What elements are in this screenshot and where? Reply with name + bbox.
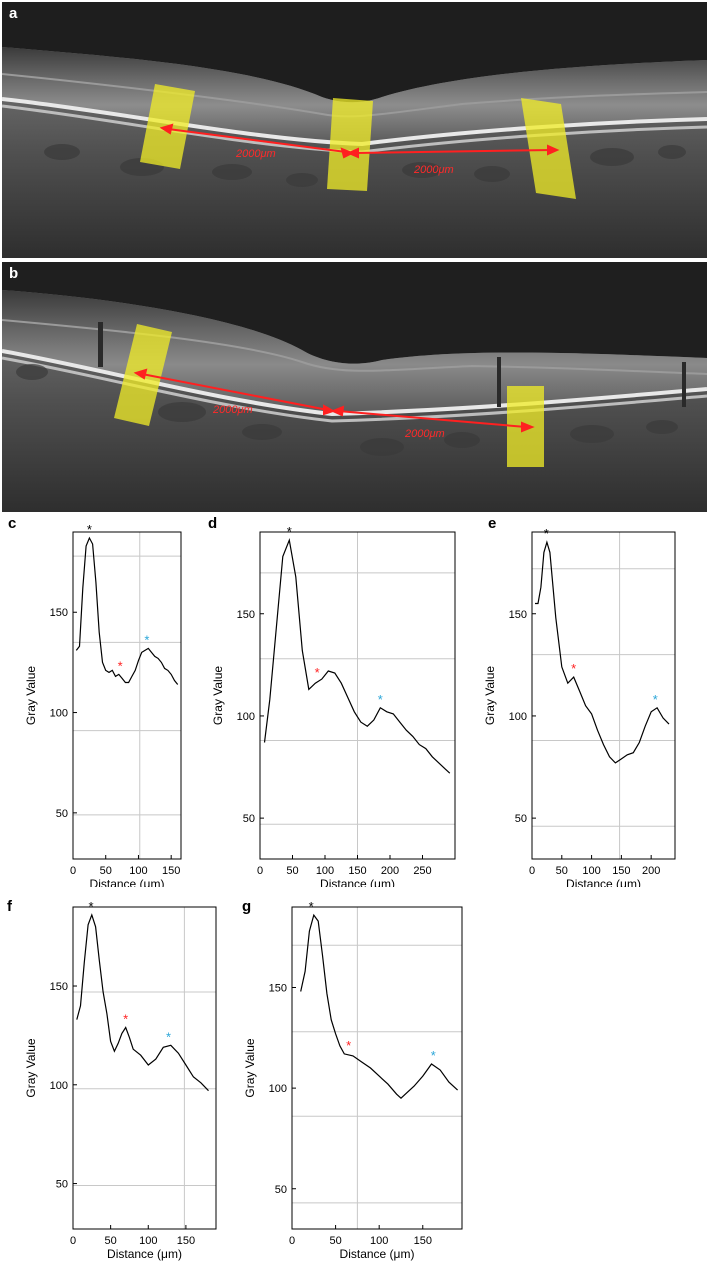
y-tick-label: 50: [243, 813, 255, 825]
x-tick-label: 0: [529, 865, 535, 877]
peak-marker-3: *: [144, 632, 149, 647]
x-axis-label: Distance (μm): [566, 877, 641, 887]
plot-frame: [291, 906, 463, 1230]
x-tick-label: 150: [348, 865, 366, 877]
y-tick-label: 100: [509, 711, 527, 723]
x-tick-label: 0: [257, 865, 263, 877]
peak-marker-3: *: [166, 1029, 171, 1044]
y-tick-label: 150: [50, 981, 68, 993]
oct-scan-b-image: 2000μm 2000μm: [2, 262, 707, 512]
x-axis-label: Distance (μm): [90, 877, 165, 887]
y-axis-label: Gray Value: [24, 1038, 38, 1097]
y-tick-label: 150: [269, 983, 287, 995]
x-tick-label: 150: [612, 865, 630, 877]
profile-line: [300, 913, 459, 1100]
y-tick-label: 50: [56, 1179, 68, 1191]
y-tick-label: 50: [275, 1184, 287, 1196]
peak-marker-2: *: [315, 665, 320, 680]
peak-marker-3: *: [431, 1048, 436, 1063]
oct-scan-a: 2000μm 2000μm a: [2, 2, 707, 258]
x-tick-label: 100: [370, 1235, 388, 1247]
x-tick-label: 50: [329, 1235, 341, 1247]
peak-marker-1: *: [309, 899, 314, 914]
peak-marker-1: *: [89, 899, 94, 914]
x-tick-label: 0: [70, 1235, 76, 1247]
plot-frame: [72, 906, 217, 1230]
peak-marker-2: *: [346, 1038, 351, 1053]
y-axis-label: Gray Value: [211, 666, 225, 725]
y-tick-label: 100: [237, 711, 255, 723]
x-axis-label: Distance (μm): [340, 1247, 415, 1261]
y-tick-label: 100: [50, 1080, 68, 1092]
peak-marker-1: *: [544, 526, 549, 541]
oct-scan-a-image: 2000μm 2000μm: [2, 2, 707, 258]
peak-marker-2: *: [571, 661, 576, 676]
panel-letter-c: c: [8, 515, 16, 532]
panel-letter-g: g: [242, 898, 251, 915]
x-tick-label: 100: [139, 1235, 157, 1247]
roi-band-fovea: [327, 98, 373, 191]
y-tick-label: 100: [50, 708, 68, 720]
panel-letter-a: a: [9, 5, 18, 22]
x-tick-label: 50: [556, 865, 568, 877]
x-tick-label: 200: [381, 865, 399, 877]
x-axis-label: Distance (μm): [320, 877, 395, 887]
y-tick-label: 50: [56, 808, 68, 820]
x-tick-label: 50: [100, 865, 112, 877]
profile-line: [75, 536, 179, 685]
x-tick-label: 100: [316, 865, 334, 877]
plot-frame: [72, 531, 182, 860]
y-tick-label: 100: [269, 1083, 287, 1095]
distance-label-b1: 2000μm: [212, 404, 253, 416]
x-axis-label: Distance (μm): [107, 1247, 182, 1261]
y-tick-label: 50: [515, 813, 527, 825]
plot-frame: [531, 531, 676, 860]
y-tick-label: 150: [509, 609, 527, 621]
peak-marker-2: *: [123, 1012, 128, 1027]
profile-line: [535, 540, 670, 764]
x-tick-label: 100: [582, 865, 600, 877]
y-tick-label: 150: [237, 609, 255, 621]
x-tick-label: 50: [286, 865, 298, 877]
y-tick-label: 150: [50, 607, 68, 619]
peak-marker-1: *: [287, 524, 292, 539]
panel-letter-b: b: [9, 265, 19, 282]
x-tick-label: 150: [177, 1235, 195, 1247]
oct-scan-b: 2000μm 2000μm b: [2, 262, 707, 512]
x-tick-label: 250: [413, 865, 431, 877]
y-axis-label: Gray Value: [243, 1038, 257, 1097]
y-axis-label: Gray Value: [483, 666, 497, 725]
x-tick-label: 150: [414, 1235, 432, 1247]
x-tick-label: 150: [162, 865, 180, 877]
profile-line: [263, 538, 451, 774]
peak-marker-3: *: [378, 692, 383, 707]
peak-marker-3: *: [653, 692, 658, 707]
panel-letter-e: e: [488, 515, 496, 532]
distance-label-a2: 2000μm: [413, 164, 454, 176]
distance-label-a1: 2000μm: [235, 148, 276, 160]
y-axis-label: Gray Value: [24, 666, 38, 725]
profile-line: [76, 913, 209, 1092]
peak-marker-1: *: [87, 522, 92, 537]
x-tick-label: 0: [70, 865, 76, 877]
x-tick-label: 200: [642, 865, 660, 877]
distance-label-b2: 2000μm: [404, 428, 445, 440]
peak-marker-2: *: [118, 658, 123, 673]
panel-letter-f: f: [7, 898, 13, 915]
panel-letter-d: d: [208, 515, 217, 532]
x-tick-label: 50: [105, 1235, 117, 1247]
x-tick-label: 100: [129, 865, 147, 877]
x-tick-label: 0: [289, 1235, 295, 1247]
